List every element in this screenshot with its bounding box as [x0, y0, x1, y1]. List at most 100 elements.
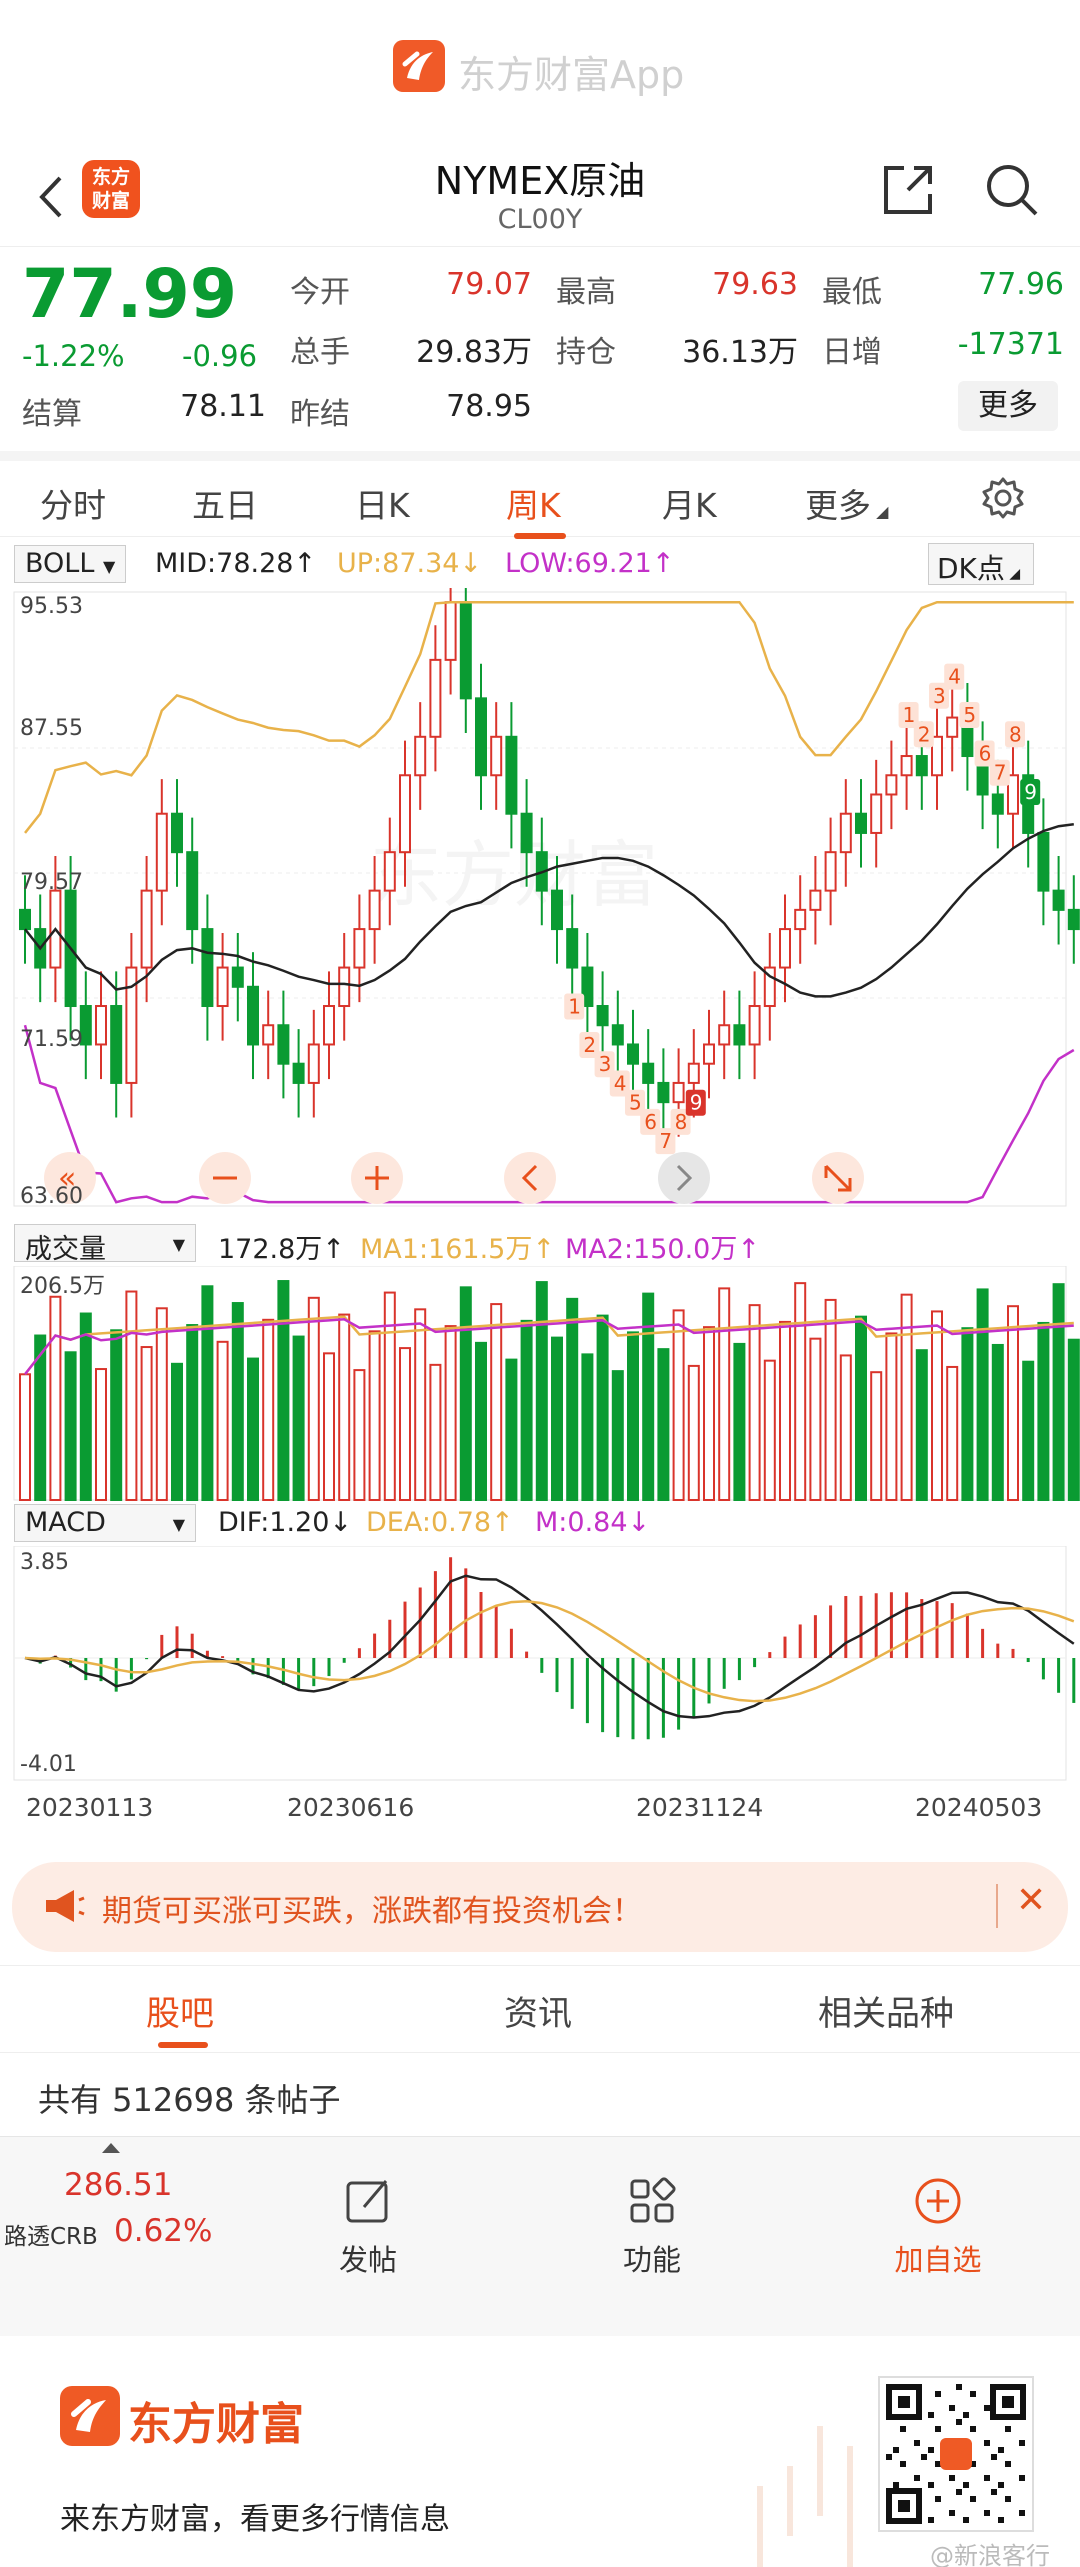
candle-body	[247, 985, 259, 1046]
quote-label: 今开	[290, 275, 350, 310]
volume-bar	[748, 1304, 761, 1502]
tab-intraday[interactable]: 分时	[40, 486, 106, 525]
candle-body	[155, 812, 168, 892]
tab-related[interactable]: 相关品种	[818, 1994, 954, 2034]
candle-body	[885, 774, 898, 796]
volume-bar	[551, 1336, 563, 1501]
candle-body	[551, 889, 563, 931]
candle-body	[231, 966, 244, 988]
volume-indicator-bar: 成交量 ▼ 172.8万↑ MA1:161.5万↑ MA2:150.0万↑	[0, 1222, 1080, 1265]
candle-body	[596, 1005, 609, 1027]
volume-bar	[140, 1346, 153, 1501]
promo-banner[interactable]: 期货可买涨可买跌，涨跌都有投资机会！ ✕	[12, 1862, 1068, 1952]
app-banner: 东方财富App	[0, 0, 1080, 140]
volume-bar	[64, 1351, 77, 1501]
candle-body	[581, 966, 594, 1008]
crb-percent: 0.62%	[114, 2213, 213, 2249]
candle-body	[642, 1062, 655, 1084]
macd-dea: DEA:0.78↑	[366, 1507, 514, 1538]
tab-more[interactable]: 更多 ◢	[805, 486, 889, 525]
quote-value: 78.11	[180, 389, 266, 424]
td-mark	[1020, 778, 1041, 805]
quote-value: 29.83万	[416, 335, 532, 370]
volume-bar	[186, 1324, 199, 1501]
candle-body	[277, 1024, 290, 1065]
tab-five-day[interactable]: 五日	[192, 486, 258, 525]
candle-body	[794, 908, 807, 931]
volume-chart[interactable]	[0, 1266, 1080, 1502]
add-watchlist-button[interactable]: 加自选	[878, 2175, 998, 2279]
active-tab-indicator	[158, 2042, 208, 2048]
step-back-icon[interactable]	[504, 1152, 556, 1204]
candle-body	[383, 851, 396, 892]
volume-bar	[611, 1370, 624, 1502]
price-axis-label: 79.57	[20, 870, 83, 895]
td-mark-label: 1	[903, 703, 916, 727]
price-axis-label: 87.55	[20, 716, 83, 741]
candle-body	[429, 658, 442, 738]
candle-body	[657, 1081, 670, 1104]
volume-selector[interactable]: 成交量 ▼	[14, 1224, 196, 1265]
volume-bar	[961, 1327, 974, 1501]
eastmoney-logo-icon	[60, 2386, 120, 2446]
td-mark	[625, 1089, 645, 1116]
volume-bar	[383, 1291, 396, 1502]
function-button[interactable]: 功能	[592, 2175, 712, 2279]
candle-body	[900, 755, 913, 777]
volume-ma1: MA1:161.5万↑	[360, 1234, 555, 1265]
candle-body	[414, 735, 427, 777]
zoom-in-icon[interactable]	[351, 1152, 403, 1204]
volume-bar	[885, 1332, 898, 1501]
back-icon[interactable]	[30, 160, 80, 230]
share-icon[interactable]	[878, 160, 938, 220]
candle-body	[763, 966, 776, 1008]
macd-selector[interactable]: MACD ▼	[14, 1504, 196, 1542]
td-mark-label: 9	[1024, 780, 1037, 804]
tab-news[interactable]: 资讯	[504, 1994, 572, 2034]
quote-label: 总手	[290, 335, 350, 370]
zoom-out-icon[interactable]	[199, 1152, 251, 1204]
last-price: 77.99	[22, 255, 238, 334]
chart-controls: «	[44, 1152, 864, 1204]
scroll-left-icon[interactable]: «	[44, 1152, 96, 1204]
volume-bar	[444, 1325, 457, 1501]
dk-points-button[interactable]: DK点 ◢	[928, 543, 1034, 585]
up-arrow-icon	[102, 2143, 120, 2153]
candle-body	[140, 889, 153, 969]
volume-bar	[779, 1320, 791, 1502]
candle-body	[201, 928, 214, 1008]
more-button[interactable]: 更多	[958, 381, 1058, 431]
candle-body	[459, 601, 472, 700]
td-mark-label: 3	[599, 1052, 612, 1076]
tab-daily-k[interactable]: 日K	[355, 486, 410, 525]
volume-bar	[79, 1312, 92, 1502]
tab-weekly-k[interactable]: 周K	[506, 486, 561, 525]
volume-bar	[490, 1303, 503, 1501]
fullscreen-icon[interactable]	[812, 1152, 864, 1204]
volume-bar	[824, 1298, 837, 1502]
macd-chart[interactable]	[0, 1546, 1080, 1782]
macd-dif: DIF:1.20↓	[218, 1507, 353, 1538]
page-title: NYMEX原油	[434, 159, 646, 203]
candle-body	[931, 735, 943, 777]
footer-ad: 东方财富 来东方财富，看更多行情信息 @新浪客行	[0, 2336, 1080, 2567]
close-icon[interactable]: ✕	[1016, 1880, 1047, 1921]
post-button[interactable]: 发帖	[308, 2175, 428, 2279]
tab-monthly-k[interactable]: 月K	[662, 486, 717, 525]
volume-bar	[338, 1313, 351, 1502]
volume-bar	[307, 1296, 320, 1501]
candle-body	[946, 716, 959, 738]
td-mark	[564, 993, 585, 1020]
watermark: 东方财富	[370, 833, 658, 917]
nav-bar: 东方 财富 NYMEX原油 CL00Y	[0, 140, 1080, 246]
candle-body	[824, 851, 837, 892]
td-mark	[670, 1108, 691, 1135]
volume-bar	[262, 1318, 275, 1501]
tab-guba[interactable]: 股吧	[146, 1994, 214, 2034]
settings-gear-icon[interactable]	[980, 475, 1026, 521]
boll-selector[interactable]: BOLL ▼	[14, 545, 127, 583]
search-icon[interactable]	[982, 160, 1042, 220]
step-forward-icon[interactable]	[658, 1152, 710, 1204]
volume-bar	[672, 1309, 685, 1501]
